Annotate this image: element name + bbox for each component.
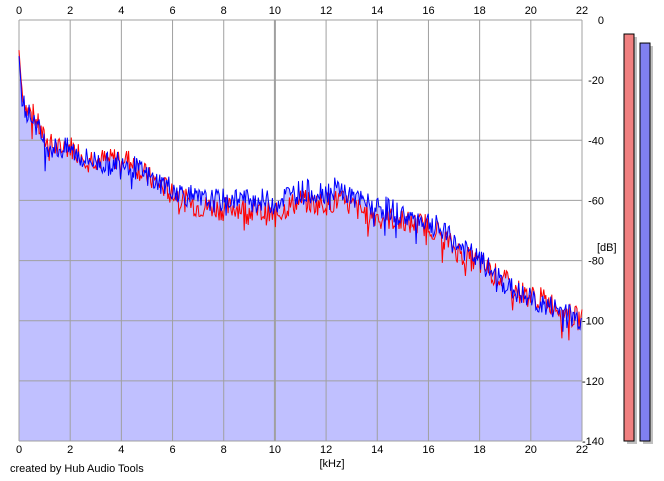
x-tick-label-bottom: 8 — [221, 444, 227, 456]
y-tick-label: -100 — [582, 316, 604, 328]
x-tick-label-bottom: 2 — [67, 444, 73, 456]
y-tick-label: -120 — [582, 376, 604, 388]
x-tick-label-top: 16 — [422, 5, 434, 17]
spectrum-line-right-channel — [18, 56, 583, 332]
y-axis-label: [dB] — [597, 242, 617, 254]
x-tick-label-top: 22 — [576, 5, 588, 17]
x-axis-bottom: 0 2 4 6 8 10 12 14 16 18 20 22 — [16, 444, 588, 456]
level-meter-bar — [623, 33, 635, 442]
x-axis-label: [kHz] — [319, 458, 344, 470]
x-tick-label-bottom: 10 — [269, 444, 281, 456]
x-tick-label-bottom: 6 — [169, 444, 175, 456]
y-tick-label: -140 — [582, 436, 604, 448]
y-tick-label: -20 — [588, 75, 604, 87]
x-tick-label-bottom: 12 — [320, 444, 332, 456]
x-tick-label-top: 20 — [525, 5, 537, 17]
x-tick-label-bottom: 0 — [16, 444, 22, 456]
series-layer — [18, 50, 583, 341]
x-tick-label-bottom: 16 — [422, 444, 434, 456]
spectrum-fill-area — [19, 50, 582, 441]
x-tick-label-bottom: 22 — [576, 444, 588, 456]
x-tick-label-bottom: 14 — [371, 444, 383, 456]
y-tick-label: -80 — [588, 256, 604, 268]
x-tick-label-top: 14 — [371, 5, 383, 17]
x-tick-label-top: 8 — [221, 5, 227, 17]
x-tick-label-top: 6 — [169, 5, 175, 17]
x-axis-top: 0 2 4 6 8 10 12 14 16 18 20 22 — [16, 5, 588, 17]
level-meters — [623, 33, 653, 445]
x-tick-label-top: 12 — [320, 5, 332, 17]
y-tick-label: -40 — [588, 135, 604, 147]
x-tick-label-top: 18 — [474, 5, 486, 17]
x-tick-label-top: 10 — [269, 5, 281, 17]
x-tick-label-top: 4 — [118, 5, 124, 17]
x-tick-label-bottom: 20 — [525, 444, 537, 456]
credit-text: created by Hub Audio Tools — [10, 463, 144, 475]
x-tick-label-bottom: 4 — [118, 444, 124, 456]
y-tick-label: -60 — [588, 195, 604, 207]
x-tick-label-top: 0 — [16, 5, 22, 17]
spectrum-line-left-channel — [18, 50, 583, 341]
x-tick-label-top: 2 — [67, 5, 73, 17]
y-tick-label: 0 — [598, 15, 604, 27]
spectrum-fill-layer — [19, 50, 582, 441]
level-meter-bar — [639, 42, 651, 442]
x-tick-label-bottom: 18 — [474, 444, 486, 456]
y-axis-right: 0 -20 -40 -60 -80 -100 -120 -140 — [582, 15, 604, 448]
